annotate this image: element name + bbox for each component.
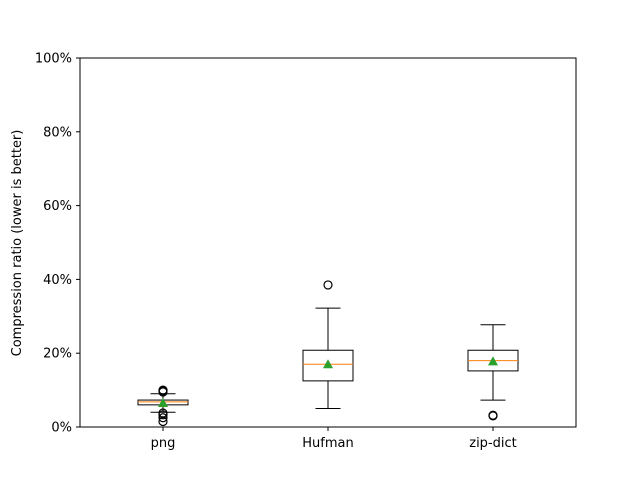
outlier-point xyxy=(158,416,168,427)
outlier-point xyxy=(158,410,168,420)
y-tick-label: 100% xyxy=(35,52,72,67)
x-axis: png Hufman zip-dict xyxy=(151,427,517,451)
y-tick-label: 0% xyxy=(51,421,72,436)
box-png xyxy=(137,385,189,427)
mean-marker xyxy=(488,356,498,366)
mean-marker xyxy=(158,398,168,408)
y-tick-label: 60% xyxy=(43,199,72,214)
box-zip-dict xyxy=(467,324,519,421)
x-tick-label: zip-dict xyxy=(469,436,517,451)
outlier-point xyxy=(158,413,168,423)
y-tick-label: 40% xyxy=(43,273,72,288)
box-Hufman xyxy=(302,280,354,410)
mean-marker xyxy=(323,359,333,369)
y-tick-label: 80% xyxy=(43,125,72,140)
y-tick-label: 20% xyxy=(43,347,72,362)
outlier-point xyxy=(488,411,498,421)
outlier-point xyxy=(158,385,168,395)
y-axis: 0% 20% 40% 60% 80% 100% xyxy=(35,52,80,436)
x-tick-label: Hufman xyxy=(302,436,353,451)
outlier-point xyxy=(323,280,333,290)
box-iqr xyxy=(302,349,354,382)
y-axis-label: Compression ratio (lower is better) xyxy=(10,130,25,357)
plot-area xyxy=(79,57,577,428)
x-tick-label: png xyxy=(151,436,176,451)
boxes xyxy=(137,280,519,427)
